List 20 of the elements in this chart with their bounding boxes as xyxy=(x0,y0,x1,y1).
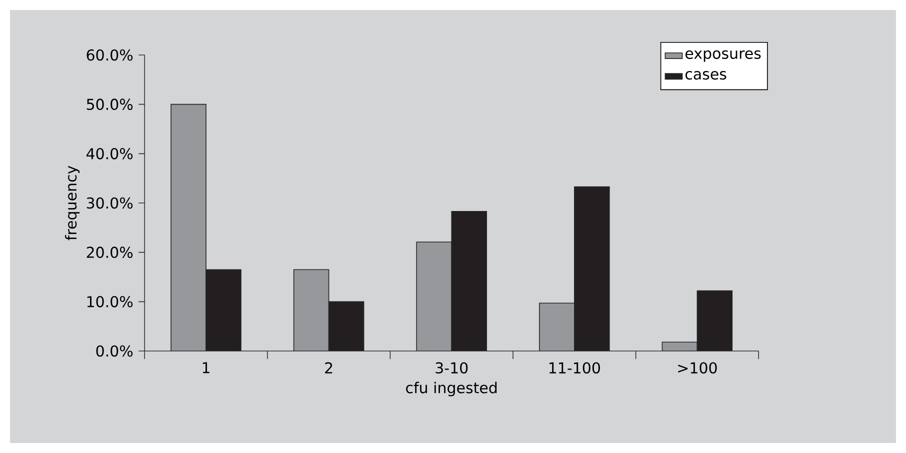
bar xyxy=(170,104,206,351)
y-axis-title: frequency xyxy=(65,166,80,240)
y-tick-label: 0.0% xyxy=(96,345,133,357)
x-tick-label: 2 xyxy=(325,362,332,374)
bar xyxy=(293,269,330,351)
y-tick-label: 60.0% xyxy=(86,49,133,61)
x-tick-label: >100 xyxy=(678,362,717,374)
bar xyxy=(416,242,452,351)
x-tick-label: 3-10 xyxy=(436,362,468,374)
bar xyxy=(539,302,575,351)
x-tick-label: 1 xyxy=(202,362,210,374)
y-tick-label: 10.0% xyxy=(87,296,133,308)
y-tick-label: 50.0% xyxy=(86,98,133,110)
x-axis-title: cfu ingested xyxy=(406,382,497,396)
x-tick-label: 11-100 xyxy=(549,362,600,374)
legend-label: exposures xyxy=(686,50,761,62)
y-tick-label: 30.0% xyxy=(86,197,133,209)
legend-label: cases xyxy=(686,71,726,80)
y-tick-label: 40.0% xyxy=(86,148,133,160)
y-tick-label: 20.0% xyxy=(86,246,133,258)
